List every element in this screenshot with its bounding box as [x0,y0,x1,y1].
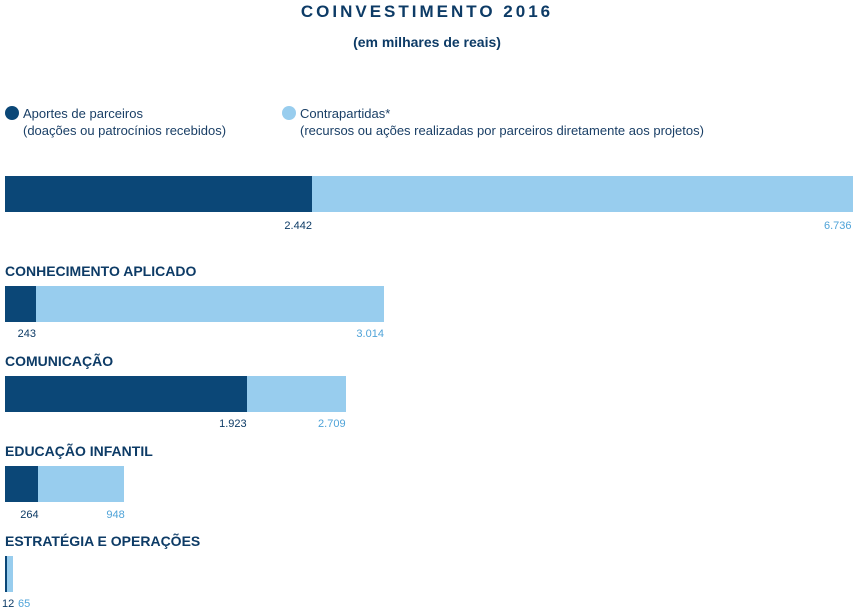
value-label-contrapartidas: 65 [18,598,31,610]
legend-swatch-aportes [5,106,19,120]
bar-contrapartidas [5,286,385,322]
category-title: EDUCAÇÃO INFANTIL [5,443,153,459]
chart-subtitle: (em milhares de reais) [353,34,501,50]
legend-label-aportes: Aportes de parceiros [23,106,143,121]
legend-item-contrapartidas: Contrapartidas* (recursos ou ações reali… [282,105,802,141]
value-label-aportes: 243 [17,328,36,340]
category-title: ESTRATÉGIA E OPERAÇÕES [5,533,201,549]
value-label-contrapartidas: 948 [106,509,125,521]
value-label-contrapartidas: 3.014 [356,328,384,340]
value-label-aportes: 264 [20,509,39,521]
value-label-aportes: 1.923 [219,418,247,430]
value-label-aportes: 2.442 [284,220,312,232]
legend-swatch-contrapartidas [282,106,296,120]
legend-item-aportes: Aportes de parceiros (doações ou patrocí… [5,105,305,141]
value-label-contrapartidas: 6.736 [824,220,852,232]
legend-label-contrapartidas: Contrapartidas* [300,106,391,121]
chart-title: COINVESTIMENTO 2016 [300,2,554,21]
category-title: COMUNICAÇÃO [5,353,114,369]
bar-aportes [5,466,39,502]
bar-aportes [5,286,36,322]
category-title: CONHECIMENTO APLICADO [5,263,197,279]
value-label-contrapartidas: 2.709 [318,418,346,430]
bar-aportes [5,376,248,412]
bar-contrapartidas [5,556,14,592]
bar-aportes [5,176,313,212]
legend-sublabel-aportes: (doações ou patrocínios recebidos) [23,123,227,138]
bar-aportes [5,556,7,592]
value-label-aportes: 12 [2,598,15,610]
legend-sublabel-contrapartidas: (recursos ou ações realizadas por parcei… [300,123,704,138]
